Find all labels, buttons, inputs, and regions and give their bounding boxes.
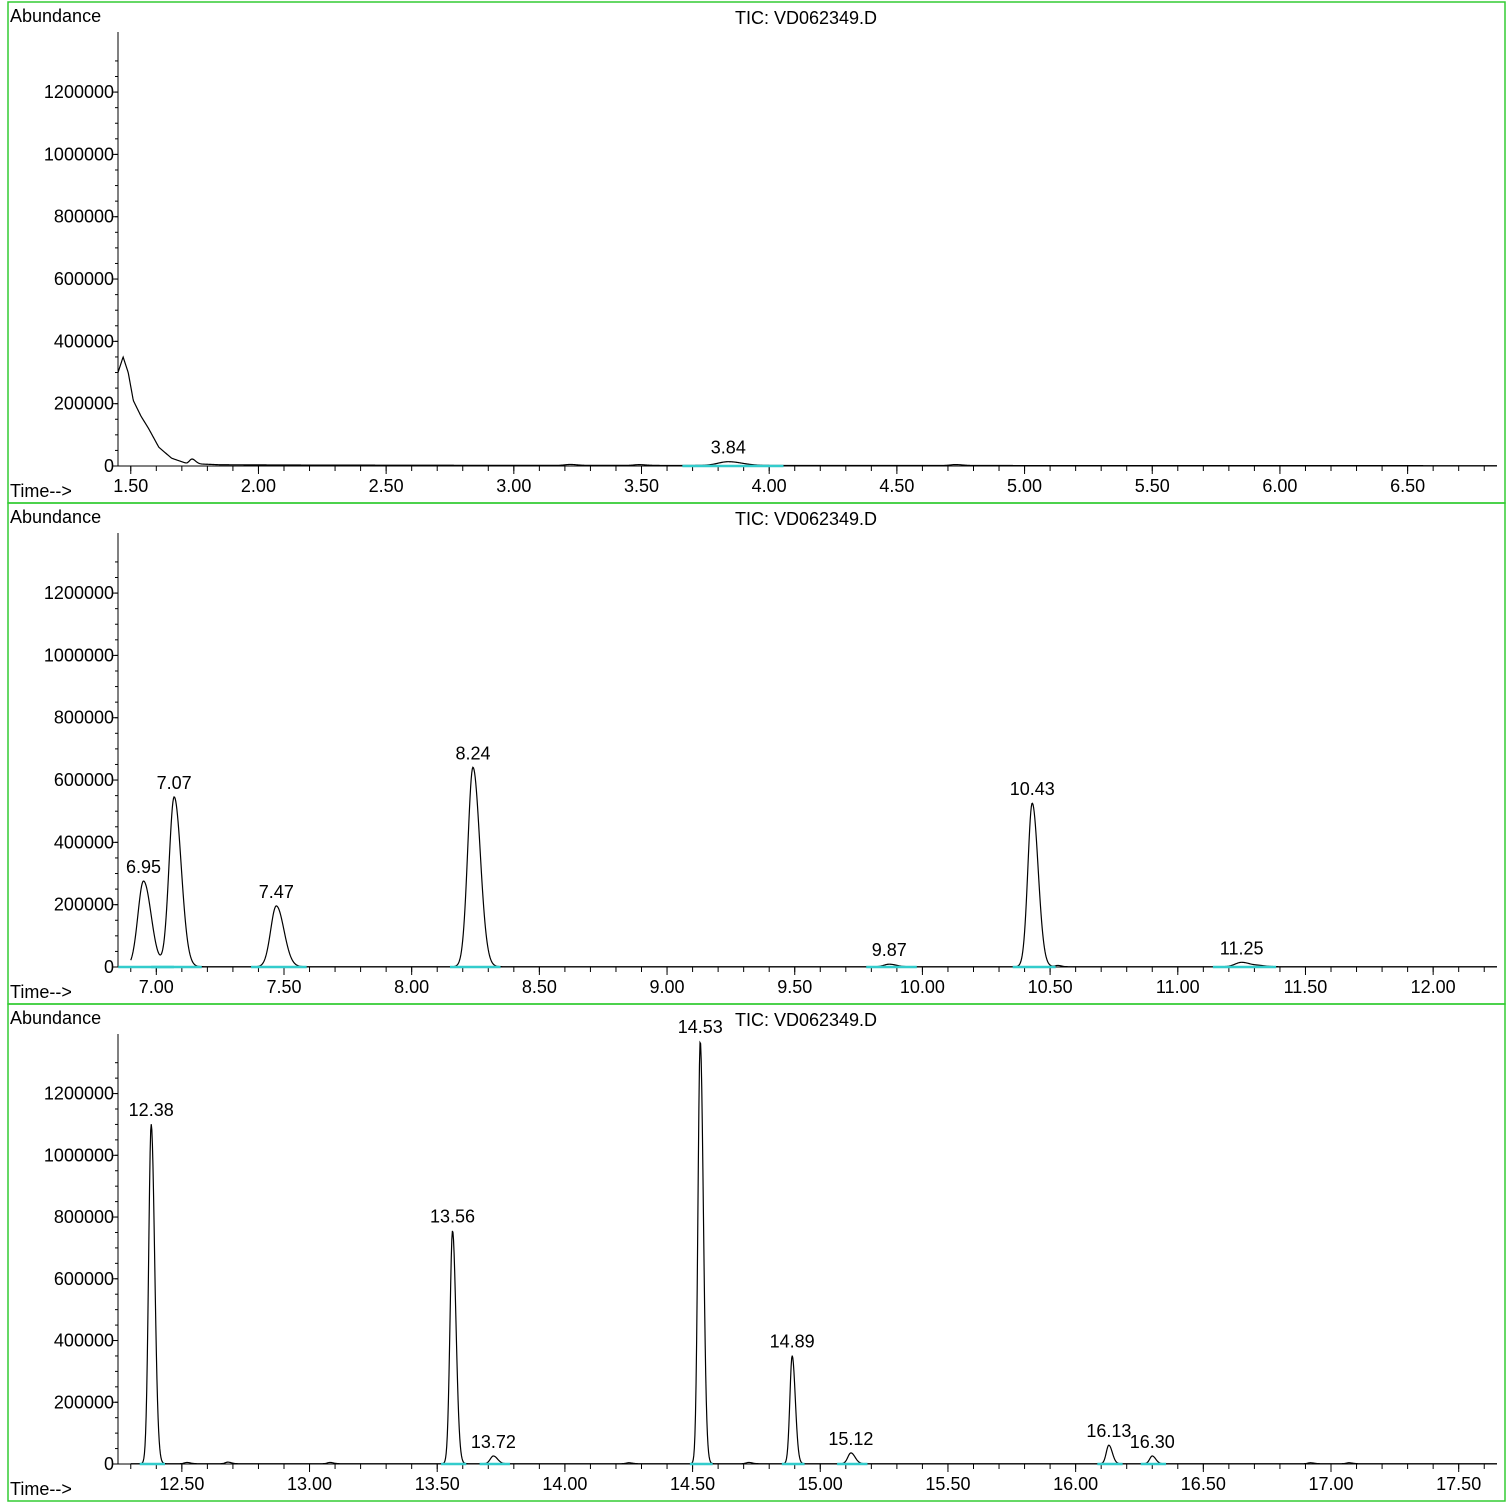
x-tick-label: 11.50 [1284, 977, 1328, 997]
panel-frame [7, 502, 1506, 1005]
x-tick-label: 9.50 [777, 977, 812, 997]
x-tick-label: 15.50 [925, 1474, 970, 1494]
y-tick-label: 400000 [54, 1331, 114, 1351]
x-tick-label: 8.00 [394, 977, 429, 997]
x-tick-label: 2.50 [369, 476, 404, 496]
peak-label: 14.89 [770, 1332, 815, 1352]
x-axis-label: Time--> [10, 481, 72, 501]
peak-label: 11.25 [1220, 938, 1264, 958]
x-tick-label: 1.50 [113, 476, 148, 496]
x-tick-label: 3.50 [624, 476, 659, 496]
y-tick-label: 400000 [54, 832, 114, 852]
x-tick-label: 17.00 [1308, 1474, 1353, 1494]
x-tick-label: 9.00 [650, 977, 685, 997]
x-axis-label: Time--> [10, 1479, 72, 1499]
x-tick-label: 6.50 [1390, 476, 1425, 496]
peak-label: 13.72 [471, 1432, 516, 1452]
y-tick-label: 200000 [54, 895, 114, 915]
x-tick-label: 12.50 [159, 1474, 204, 1494]
y-tick-label: 200000 [54, 1392, 114, 1412]
y-tick-label: 1000000 [44, 645, 114, 665]
x-tick-label: 8.50 [522, 977, 557, 997]
x-tick-label: 4.00 [752, 476, 787, 496]
y-tick-label: 800000 [54, 207, 114, 227]
peak-label: 9.87 [872, 940, 907, 960]
x-tick-label: 5.00 [1007, 476, 1042, 496]
panel-3: Abundance TIC: VD062349.D Time--> 0 200000 40… [7, 1003, 1506, 1502]
x-tick-label: 16.00 [1053, 1474, 1098, 1494]
y-tick-label: 400000 [54, 331, 114, 351]
peak-label: 7.47 [259, 882, 294, 902]
peak-label: 13.56 [430, 1207, 475, 1227]
x-tick-label: 7.00 [139, 977, 174, 997]
y-tick-label: 1000000 [44, 1145, 114, 1165]
y-tick-label: 1200000 [44, 583, 114, 603]
x-tick-label: 10.00 [900, 977, 945, 997]
peak-label: 15.12 [828, 1429, 873, 1449]
x-tick-label: 16.50 [1181, 1474, 1226, 1494]
x-axis-label: Time--> [10, 982, 72, 1002]
x-tick-label: 17.50 [1436, 1474, 1481, 1494]
y-tick-label: 0 [104, 957, 114, 977]
y-tick-label: 1200000 [44, 82, 114, 102]
x-tick-label: 7.50 [266, 977, 301, 997]
peak-label: 12.38 [129, 1100, 174, 1120]
chart-title: TIC: VD062349.D [735, 8, 877, 28]
y-tick-label: 0 [104, 1454, 114, 1474]
panel-frame [7, 1, 1506, 504]
y-axis-label: Abundance [10, 6, 101, 26]
y-tick-label: 600000 [54, 770, 114, 790]
x-tick-label: 13.00 [287, 1474, 332, 1494]
y-tick-label: 1200000 [44, 1084, 114, 1104]
peak-label: 14.53 [678, 1017, 723, 1037]
peak-label: 16.13 [1086, 1421, 1131, 1441]
x-tick-label: 12.00 [1411, 977, 1456, 997]
x-tick-label: 4.50 [879, 476, 914, 496]
tic-trace [130, 766, 1497, 968]
x-tick-label: 2.00 [241, 476, 276, 496]
peak-label: 8.24 [455, 743, 490, 763]
peak-label: 6.95 [126, 857, 161, 877]
y-tick-label: 800000 [54, 1207, 114, 1227]
peak-label: 7.07 [157, 773, 192, 793]
panel-2: Abundance TIC: VD062349.D Time--> 0 200000 40… [7, 502, 1506, 1005]
tic-trace [117, 355, 1497, 467]
y-axis-label: Abundance [10, 507, 101, 527]
y-tick-label: 200000 [54, 394, 114, 414]
peak-label: 16.30 [1130, 1432, 1175, 1452]
y-tick-label: 800000 [54, 708, 114, 728]
x-tick-label: 14.00 [542, 1474, 587, 1494]
x-tick-label: 11.00 [1156, 977, 1200, 997]
x-tick-label: 3.00 [496, 476, 531, 496]
tic-trace [130, 1040, 1497, 1465]
y-tick-label: 600000 [54, 1269, 114, 1289]
peak-label: 3.84 [711, 438, 746, 458]
y-axis-label: Abundance [10, 1008, 101, 1028]
panel-frame [7, 1003, 1506, 1502]
y-tick-label: 600000 [54, 269, 114, 289]
x-tick-label: 14.50 [670, 1474, 715, 1494]
x-tick-label: 15.00 [798, 1474, 843, 1494]
x-tick-label: 6.00 [1262, 476, 1297, 496]
peak-label: 10.43 [1010, 779, 1055, 799]
x-tick-label: 13.50 [415, 1474, 460, 1494]
chart-title: TIC: VD062349.D [735, 1010, 877, 1030]
y-tick-label: 1000000 [44, 144, 114, 164]
chart-title: TIC: VD062349.D [735, 509, 877, 529]
x-tick-label: 10.50 [1028, 977, 1073, 997]
y-tick-label: 0 [104, 456, 114, 476]
panel-1: Abundance TIC: VD062349.D Time--> 0 200000 40… [7, 1, 1506, 504]
x-tick-label: 5.50 [1135, 476, 1170, 496]
